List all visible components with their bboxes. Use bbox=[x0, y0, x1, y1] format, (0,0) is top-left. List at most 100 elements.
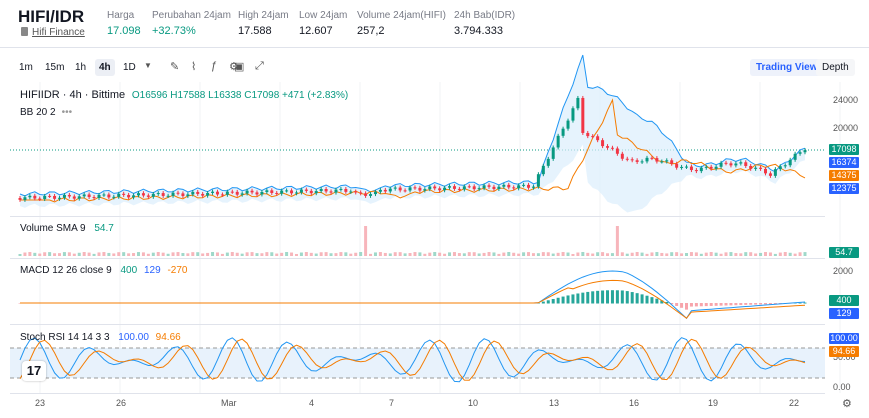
bb-upper-tag: 16374 bbox=[829, 157, 859, 168]
candle-body bbox=[82, 194, 86, 197]
volume-bar bbox=[220, 253, 224, 256]
volume-bar bbox=[719, 253, 723, 256]
volume-bar bbox=[87, 252, 91, 256]
pane-separator[interactable] bbox=[10, 258, 825, 259]
macd-histogram-bar bbox=[764, 303, 768, 305]
macd-histogram-bar bbox=[556, 297, 560, 304]
volume-bar bbox=[67, 252, 71, 256]
pane-separator bbox=[10, 393, 825, 394]
source-link[interactable]: Hifi Finance bbox=[21, 27, 85, 38]
volume-bar bbox=[255, 253, 259, 256]
volume-bar bbox=[201, 253, 205, 256]
candle-body bbox=[798, 152, 802, 154]
timeframe-1d[interactable]: 1D bbox=[123, 62, 136, 73]
candle-body bbox=[369, 194, 373, 196]
volume-bar bbox=[522, 252, 526, 256]
macd-histogram-bar bbox=[576, 293, 580, 304]
macd-histogram-bar bbox=[650, 297, 654, 304]
volume-legend[interactable]: Volume SMA 9 54.7 bbox=[20, 223, 114, 234]
candle-body bbox=[171, 192, 175, 196]
candle-body bbox=[398, 187, 402, 191]
volume-bar bbox=[650, 252, 654, 256]
macd-histogram-bar bbox=[749, 303, 753, 305]
candle-body bbox=[77, 196, 81, 199]
bollinger-basis-line bbox=[20, 98, 806, 203]
main-legend: HIFIIDR · 4h · Bittime O16596 H17588 L16… bbox=[20, 89, 348, 101]
volume-bar bbox=[803, 252, 807, 256]
macd-histogram-bar bbox=[754, 303, 758, 305]
draw-icon[interactable]: ✎ bbox=[170, 61, 180, 73]
candle-body bbox=[132, 195, 136, 198]
candle-body bbox=[517, 185, 521, 189]
volume-bar bbox=[82, 252, 86, 256]
timeframe-1h[interactable]: 1h bbox=[75, 62, 87, 73]
candle-body bbox=[566, 120, 570, 129]
gear-icon[interactable]: ⚙ bbox=[229, 61, 239, 73]
chart-settings-icon[interactable]: ⚙ bbox=[842, 398, 852, 410]
volume-bar bbox=[136, 252, 140, 256]
volume-bar bbox=[759, 252, 763, 256]
pane-separator[interactable] bbox=[10, 324, 825, 325]
candle-body bbox=[635, 160, 639, 162]
candle-body bbox=[324, 189, 328, 192]
volume-bar bbox=[670, 252, 674, 256]
volume-bar bbox=[685, 253, 689, 256]
volume-bar bbox=[319, 252, 323, 256]
indicator-chart-icon[interactable]: ⌇ bbox=[191, 61, 197, 73]
candle-body bbox=[610, 147, 614, 149]
macd-histogram-bar bbox=[660, 300, 664, 304]
candle-body bbox=[457, 188, 461, 190]
candle-body bbox=[467, 186, 471, 188]
pane-separator[interactable] bbox=[10, 216, 825, 217]
volume-bar bbox=[512, 252, 516, 256]
timeframe-15m[interactable]: 15m bbox=[45, 62, 65, 73]
volume-bar bbox=[275, 253, 279, 256]
macd-histogram-bar bbox=[581, 292, 585, 304]
volume-bar bbox=[418, 252, 422, 256]
bb-legend[interactable]: BB 20 2 ••• bbox=[20, 107, 73, 118]
volume-bar bbox=[714, 252, 718, 256]
volume-bar bbox=[665, 253, 669, 256]
save-icon[interactable]: ▣ bbox=[234, 61, 245, 73]
tradingview-logo[interactable]: 17 bbox=[22, 361, 46, 381]
macd-histogram-bar bbox=[640, 294, 644, 304]
macd-histogram-bar bbox=[655, 298, 659, 304]
function-icon[interactable]: ƒ bbox=[211, 60, 218, 72]
volume-bar bbox=[536, 253, 540, 256]
macd-histogram-bar bbox=[635, 293, 639, 304]
chevron-down-icon[interactable]: ▼ bbox=[144, 61, 152, 70]
volume-bar bbox=[206, 252, 210, 256]
volume-bar bbox=[561, 252, 565, 256]
macd-histogram-bar bbox=[601, 290, 605, 304]
depth-button[interactable]: Depth bbox=[816, 59, 855, 76]
volume-bar bbox=[630, 252, 634, 256]
date-axis-tick: 7 bbox=[389, 398, 395, 408]
candle-body bbox=[462, 186, 466, 190]
volume-bar bbox=[576, 252, 580, 256]
macd-histogram-bar bbox=[546, 300, 550, 304]
candle-body bbox=[245, 190, 249, 194]
candle-body bbox=[438, 188, 442, 191]
macd-legend[interactable]: MACD 12 26 close 9 400 129 -270 bbox=[20, 265, 188, 276]
candle-body bbox=[759, 167, 763, 169]
trading-view-button[interactable]: Trading View bbox=[750, 59, 824, 76]
volume-bar bbox=[571, 253, 575, 256]
candle-body bbox=[72, 196, 76, 199]
macd-histogram-bar bbox=[586, 291, 590, 304]
fullscreen-icon[interactable]: ⤢ bbox=[255, 60, 264, 72]
candle-body bbox=[53, 195, 57, 199]
timeframe-1m[interactable]: 1m bbox=[19, 62, 33, 73]
timeframe-4h[interactable]: 4h bbox=[95, 59, 115, 76]
volume-bar bbox=[285, 252, 289, 256]
volume-bar bbox=[551, 253, 555, 256]
stoch-legend[interactable]: Stoch RSI 14 14 3 3 100.00 94.66 bbox=[20, 332, 181, 343]
candle-body bbox=[329, 191, 333, 193]
stat-high: High 24jam 17.588 bbox=[238, 10, 289, 37]
volume-bar bbox=[235, 252, 239, 256]
macd-histogram-bar bbox=[551, 298, 555, 304]
candle-body bbox=[655, 158, 659, 162]
candle-body bbox=[18, 198, 22, 200]
candle-body bbox=[225, 191, 229, 195]
candle-body bbox=[339, 188, 343, 190]
